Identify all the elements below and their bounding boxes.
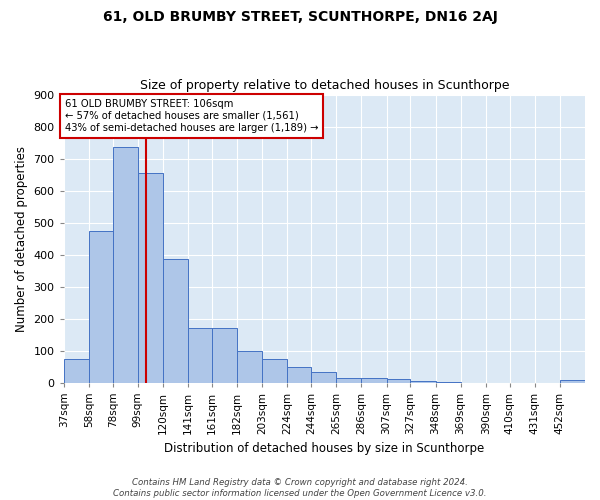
Bar	[237, 352, 262, 382]
Bar	[311, 372, 337, 382]
Bar	[560, 380, 585, 382]
Bar	[113, 148, 138, 382]
Bar	[188, 328, 212, 382]
Bar	[262, 358, 287, 382]
Bar	[361, 378, 386, 382]
Text: 61, OLD BRUMBY STREET, SCUNTHORPE, DN16 2AJ: 61, OLD BRUMBY STREET, SCUNTHORPE, DN16 …	[103, 10, 497, 24]
Y-axis label: Number of detached properties: Number of detached properties	[15, 146, 28, 332]
Bar	[64, 358, 89, 382]
X-axis label: Distribution of detached houses by size in Scunthorpe: Distribution of detached houses by size …	[164, 442, 484, 455]
Bar	[410, 380, 436, 382]
Bar	[386, 380, 410, 382]
Bar	[163, 260, 188, 382]
Bar	[212, 328, 237, 382]
Text: 61 OLD BRUMBY STREET: 106sqm
← 57% of detached houses are smaller (1,561)
43% of: 61 OLD BRUMBY STREET: 106sqm ← 57% of de…	[65, 100, 319, 132]
Bar	[138, 173, 163, 382]
Title: Size of property relative to detached houses in Scunthorpe: Size of property relative to detached ho…	[140, 79, 509, 92]
Text: Contains HM Land Registry data © Crown copyright and database right 2024.
Contai: Contains HM Land Registry data © Crown c…	[113, 478, 487, 498]
Bar	[337, 378, 361, 382]
Bar	[287, 368, 311, 382]
Bar	[89, 230, 113, 382]
